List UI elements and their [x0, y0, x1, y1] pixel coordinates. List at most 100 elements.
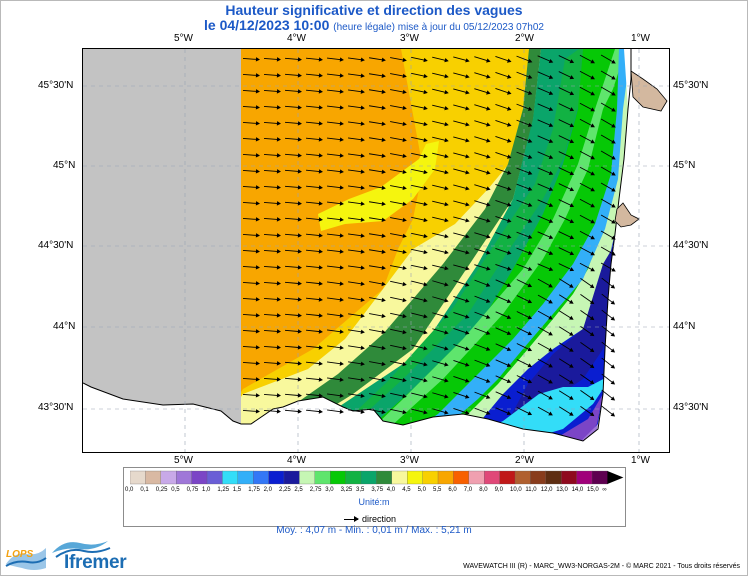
ifremer-logo-text: Ifremer [64, 552, 127, 573]
colorbar-tick-label: 0,25 [155, 487, 168, 493]
direction-arrow [558, 135, 575, 144]
direction-arrow [558, 406, 574, 416]
direction-arrow [305, 121, 323, 126]
lon-tick-top: 5°W [174, 33, 193, 44]
direction-arrow [327, 201, 344, 206]
direction-arrow [453, 56, 470, 63]
direction-arrow [284, 313, 302, 318]
direction-arrow [369, 89, 386, 94]
direction-arrow [601, 325, 616, 337]
direction-arrow [348, 217, 365, 222]
direction-arrow [327, 265, 344, 270]
direction-arrow [284, 377, 302, 382]
direction-arrow [369, 217, 386, 222]
direction-arrow [537, 87, 554, 95]
direction-arrow [305, 233, 323, 238]
direction-arrow [348, 249, 365, 254]
colorbar-tick-label: 4,5 [402, 487, 411, 493]
colorbar-tick-label: 0,75 [186, 487, 199, 493]
direction-arrow [348, 73, 365, 78]
direction-arrow [495, 135, 512, 143]
direction-arrow [516, 87, 533, 95]
direction-arrow [495, 119, 512, 127]
direction-arrow [580, 342, 595, 353]
direction-arrow [348, 57, 365, 62]
direction-arrow [601, 293, 616, 305]
direction-arrow [537, 71, 554, 79]
direction-arrow [558, 231, 575, 240]
direction-arrow [474, 56, 491, 63]
direction-arrow [600, 86, 616, 96]
direction-arrow [600, 230, 616, 240]
direction-arrow [348, 89, 365, 94]
colorbar-cell [576, 470, 593, 485]
direction-arrow [432, 72, 449, 79]
direction-arrow [474, 136, 491, 143]
colorbar-cell [545, 470, 562, 485]
direction-arrow [327, 393, 344, 398]
lat-tick-right: 45°30'N [673, 80, 709, 91]
direction-label: direction [362, 514, 397, 524]
direction-arrow [537, 215, 554, 223]
direction-arrow [495, 87, 512, 95]
direction-arrow [601, 341, 616, 353]
direction-arrow [432, 376, 449, 383]
direction-arrow [305, 345, 323, 350]
direction-arrow [516, 119, 533, 127]
direction-arrow [432, 216, 449, 223]
direction-arrow [369, 185, 386, 190]
direction-arrow [263, 153, 281, 158]
direction-arrow [305, 217, 323, 222]
direction-arrow [369, 137, 386, 142]
direction-arrow [327, 137, 344, 142]
map-canvas [83, 49, 669, 452]
direction-arrow [601, 277, 616, 289]
direction-arrow [474, 184, 491, 191]
direction-arrow [284, 249, 302, 254]
direction-arrow [432, 56, 449, 63]
direction-arrow [390, 328, 407, 335]
direction-arrow [242, 233, 260, 238]
colorbar-tick-label: 3,0 [325, 487, 334, 493]
direction-arrow [348, 185, 365, 190]
direction-arrow [474, 168, 491, 175]
direction-arrow [495, 71, 512, 79]
direction-arrow [453, 232, 470, 239]
direction-arrow [516, 199, 533, 207]
map-title: Hauteur significative et direction des v… [225, 2, 523, 18]
direction-arrow [600, 262, 616, 272]
colorbar-cell [191, 470, 208, 485]
direction-arrow [558, 215, 575, 224]
direction-arrow [327, 361, 344, 366]
direction-arrow [348, 153, 365, 158]
direction-arrow [558, 326, 574, 336]
wave-height-map[interactable] [82, 48, 670, 453]
lat-tick-left: 44°30'N [38, 240, 74, 251]
direction-arrow [516, 135, 533, 143]
lat-tick-left: 44°N [53, 321, 76, 332]
direction-arrow [369, 377, 386, 383]
direction-arrow [284, 153, 302, 158]
colorbar-cell [360, 470, 377, 485]
direction-arrow [579, 150, 595, 160]
direction-arrow [558, 119, 575, 128]
direction-arrow [432, 328, 449, 335]
direction-arrow [242, 105, 260, 110]
direction-arrow [474, 248, 491, 255]
direction-arrow [537, 278, 553, 288]
direction-arrow [305, 105, 323, 110]
direction-arrow [432, 264, 449, 271]
direction-arrow [284, 281, 302, 286]
direction-arrow [474, 311, 491, 319]
direction-arrow [474, 327, 491, 335]
direction-arrow [600, 246, 616, 256]
direction-arrow [432, 408, 449, 415]
direction-arrow [495, 279, 512, 288]
direction-arrow [558, 71, 575, 80]
direction-arrow [474, 391, 491, 399]
colorbar-cell [176, 470, 193, 485]
direction-arrow [369, 73, 386, 78]
direction-arrow [495, 215, 512, 223]
direction-arrow [242, 361, 260, 366]
direction-arrow [474, 104, 491, 111]
